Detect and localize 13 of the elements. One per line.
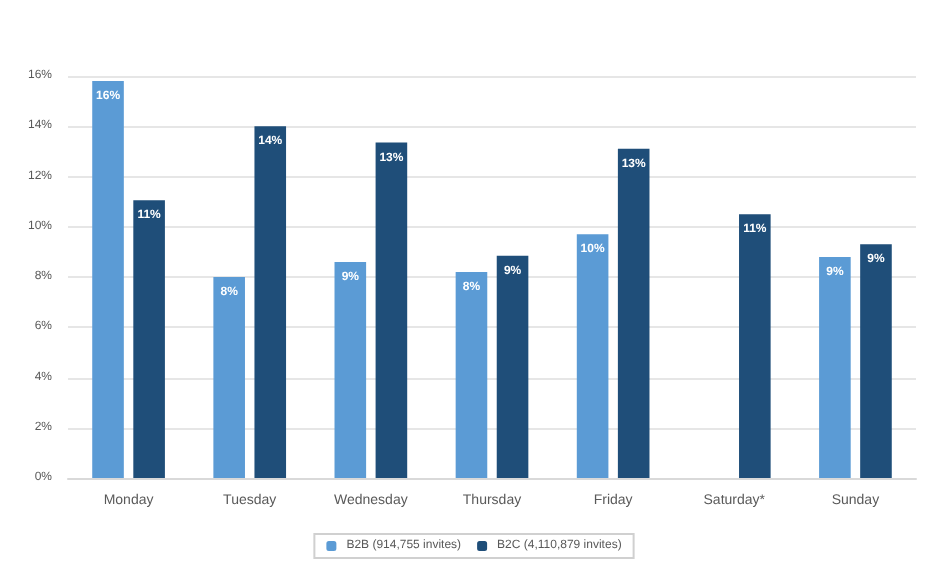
- bar: [819, 256, 851, 478]
- bar: [496, 255, 529, 478]
- bar: [213, 277, 245, 478]
- bar: [92, 81, 124, 478]
- bar: [133, 200, 165, 478]
- bar: [254, 126, 287, 478]
- bar: [576, 234, 609, 478]
- bar: [617, 148, 650, 478]
- bar: [375, 142, 408, 478]
- bar: [739, 214, 771, 478]
- bar: [860, 244, 892, 478]
- bar: [455, 271, 488, 478]
- bar: [334, 261, 367, 478]
